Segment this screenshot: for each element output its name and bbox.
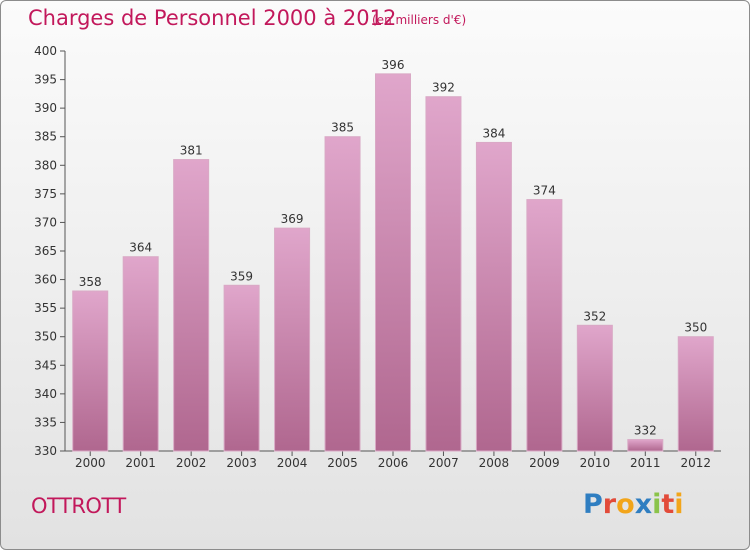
y-tick-label: 360 [34, 273, 57, 287]
y-tick-label: 375 [34, 187, 57, 201]
bar-2005 [324, 136, 361, 452]
y-tick-label: 355 [34, 301, 57, 315]
x-tick-label: 2006 [378, 456, 409, 470]
bar-2004 [274, 227, 311, 452]
logo-letter: P [583, 489, 603, 520]
y-tick-label: 395 [34, 73, 57, 87]
x-tick-label: 2011 [630, 456, 661, 470]
data-label: 396 [382, 58, 405, 72]
bar-2003 [223, 284, 260, 452]
proxiti-logo: Proxiti [583, 489, 684, 520]
bar-2011 [627, 439, 664, 452]
commune-name: OTTROTT [31, 494, 126, 518]
x-tick-label: 2003 [226, 456, 257, 470]
bar-2010 [576, 324, 613, 452]
data-label: 392 [432, 81, 455, 95]
logo-letter: r [602, 489, 617, 520]
y-tick-label: 350 [34, 330, 57, 344]
data-label: 374 [533, 184, 556, 198]
y-tick-label: 365 [34, 244, 57, 258]
x-tick-label: 2010 [580, 456, 611, 470]
data-label: 332 [634, 424, 657, 438]
bar-2001 [122, 256, 159, 452]
logo-letter: i [674, 489, 684, 520]
x-tick-label: 2009 [529, 456, 560, 470]
logo-letter: i [652, 489, 662, 520]
x-tick-label: 2002 [176, 456, 207, 470]
y-tick-label: 390 [34, 101, 57, 115]
x-tick-label: 2001 [125, 456, 156, 470]
bar-2008 [475, 141, 512, 452]
data-label: 359 [230, 269, 253, 283]
logo-letter: o [616, 489, 635, 520]
logo-letter: x [634, 489, 653, 520]
y-tick-label: 400 [34, 44, 57, 58]
bar-2007 [425, 96, 462, 452]
x-tick-label: 2000 [75, 456, 106, 470]
x-tick-label: 2008 [479, 456, 510, 470]
x-tick-label: 2007 [428, 456, 459, 470]
y-tick-label: 385 [34, 130, 57, 144]
bar-2009 [526, 199, 563, 452]
bar-2000 [72, 290, 109, 452]
data-label: 352 [583, 309, 606, 323]
y-tick-label: 345 [34, 358, 57, 372]
chart-subtitle: (en milliers d'€) [372, 13, 467, 27]
y-tick-label: 335 [34, 415, 57, 429]
bar-2002 [173, 159, 210, 452]
chart-title: Charges de Personnel 2000 à 2012 [28, 6, 397, 30]
y-tick-label: 380 [34, 158, 57, 172]
bar-2012 [677, 336, 714, 452]
data-label: 350 [684, 321, 707, 335]
data-label: 369 [281, 212, 304, 226]
x-tick-label: 2012 [680, 456, 711, 470]
data-label: 381 [180, 144, 203, 158]
y-tick-label: 370 [34, 215, 57, 229]
data-label: 385 [331, 121, 354, 135]
axes: 330 335 340 345 350 355 360 365 370 375 380 385 390 3… [34, 44, 721, 470]
data-label: 364 [129, 241, 152, 255]
logo-letter: t [661, 489, 675, 520]
y-tick-label: 340 [34, 387, 57, 401]
bars: 358 364 381 359 369 385 396 392 384 374 352 332 350 [72, 58, 714, 452]
data-label: 358 [79, 275, 102, 289]
bar-2006 [375, 73, 411, 452]
x-tick-label: 2005 [327, 456, 358, 470]
data-label: 384 [482, 126, 505, 140]
y-tick-label: 330 [34, 444, 57, 458]
x-tick-label: 2004 [277, 456, 308, 470]
